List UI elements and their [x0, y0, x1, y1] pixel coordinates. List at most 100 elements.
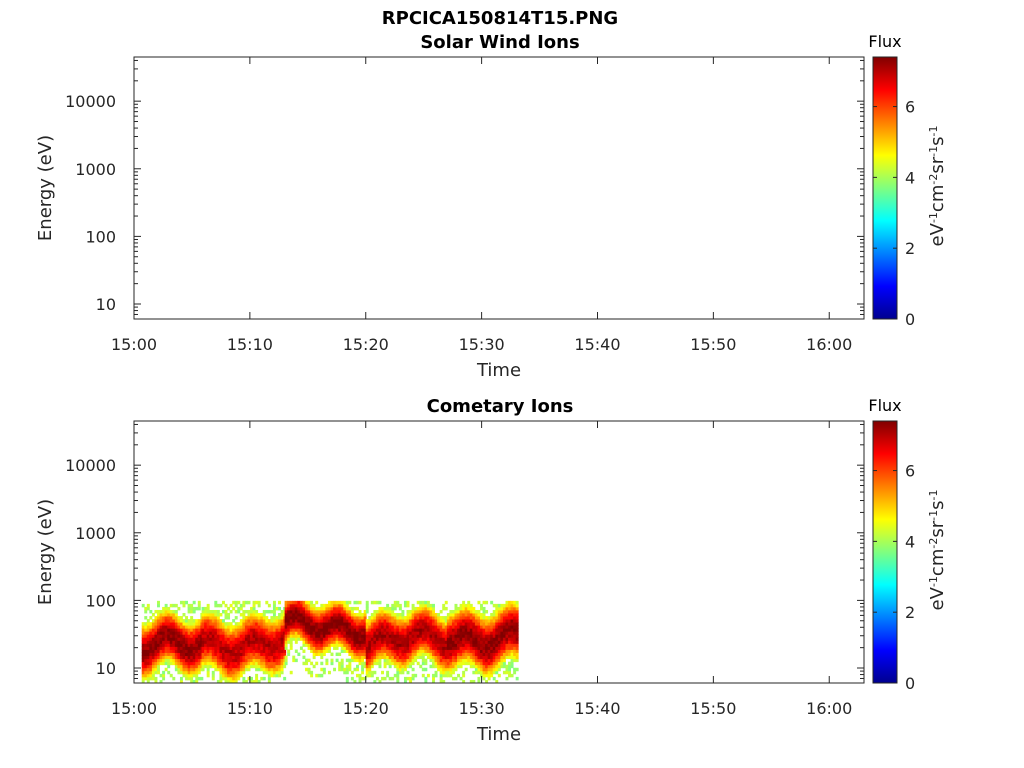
flux-cell	[353, 631, 357, 635]
flux-cell	[480, 619, 483, 623]
flux-cell	[348, 625, 352, 629]
flux-cell	[474, 625, 478, 629]
flux-cell	[437, 655, 441, 660]
flux-cell	[432, 640, 435, 644]
y-tick-label: 1000	[75, 524, 116, 543]
flux-cell	[345, 606, 349, 611]
flux-cell	[242, 646, 246, 650]
flux-cell	[239, 667, 243, 672]
flux-cell	[255, 649, 259, 653]
flux-cell	[350, 616, 354, 620]
flux-cell	[257, 658, 261, 663]
flux-cell	[416, 634, 420, 638]
flux-cell	[209, 631, 213, 635]
flux-cell	[513, 637, 517, 641]
flux-cell	[446, 616, 450, 620]
flux-cell	[305, 640, 308, 644]
flux-cell	[144, 646, 148, 650]
flux-cell	[187, 655, 191, 660]
flux-cell	[325, 622, 329, 626]
flux-cell	[363, 609, 367, 614]
flux-cell	[255, 625, 259, 629]
flux-cell	[229, 673, 233, 678]
flux-cell	[149, 616, 153, 620]
flux-cell	[317, 640, 321, 644]
flux-cell	[403, 600, 407, 605]
flux-cell	[177, 622, 181, 626]
flux-cell	[242, 603, 246, 608]
flux-cell	[211, 628, 215, 632]
flux-cell	[185, 676, 189, 681]
flux-cell	[386, 619, 390, 623]
colorbar-tick-label: 4	[905, 532, 915, 551]
flux-cell	[464, 613, 468, 617]
flux-cell	[381, 670, 384, 675]
flux-cell	[201, 655, 205, 660]
flux-cell	[416, 616, 420, 620]
flux-cell	[312, 640, 316, 644]
flux-cell	[317, 652, 321, 657]
flux-cell	[312, 609, 316, 614]
flux-cell	[439, 634, 443, 638]
flux-cell	[154, 640, 158, 644]
x-tick-label: 15:00	[111, 335, 157, 354]
flux-cell	[442, 652, 446, 657]
flux-cell	[144, 606, 148, 611]
flux-cell	[338, 600, 342, 605]
flux-cell	[500, 646, 504, 650]
flux-cell	[508, 649, 511, 653]
flux-cell	[383, 634, 387, 638]
flux-cell	[169, 661, 173, 666]
flux-cell	[299, 609, 303, 614]
flux-cell	[419, 625, 423, 629]
flux-cell	[275, 628, 279, 632]
flux-cell	[262, 658, 266, 663]
flux-cell	[305, 606, 308, 611]
flux-cell	[505, 634, 509, 638]
flux-cell	[345, 625, 349, 629]
flux-cell	[462, 655, 466, 660]
flux-cell	[363, 628, 367, 632]
flux-cell	[252, 646, 256, 650]
flux-cell	[370, 613, 374, 617]
flux-cell	[449, 613, 453, 617]
flux-cell	[250, 655, 253, 660]
flux-cell	[257, 661, 261, 666]
flux-cell	[219, 670, 223, 675]
flux-cell	[280, 667, 284, 672]
flux-cell	[244, 619, 248, 623]
flux-cell	[141, 634, 145, 638]
flux-cell	[265, 670, 269, 675]
flux-cell	[260, 628, 264, 632]
flux-cell	[315, 661, 319, 666]
flux-cell	[197, 628, 201, 632]
flux-cell	[393, 661, 397, 666]
flux-cell	[201, 661, 205, 666]
flux-cell	[146, 661, 150, 666]
flux-cell	[396, 619, 400, 623]
flux-cell	[234, 676, 238, 681]
flux-cell	[320, 628, 324, 632]
flux-cell	[195, 625, 199, 629]
flux-cell	[172, 646, 176, 650]
flux-cell	[393, 606, 397, 611]
flux-cell	[386, 637, 390, 641]
flux-cell	[495, 667, 499, 672]
flux-cell	[275, 670, 279, 675]
flux-cell	[330, 603, 334, 608]
flux-cell	[257, 631, 261, 635]
flux-cell	[237, 625, 241, 629]
flux-cell	[292, 634, 296, 638]
flux-cell	[462, 646, 466, 650]
flux-cell	[144, 649, 148, 653]
flux-cell	[162, 652, 166, 657]
flux-cell	[177, 631, 181, 635]
flux-cell	[252, 655, 256, 660]
flux-cell	[467, 661, 471, 666]
flux-cell	[485, 679, 489, 683]
flux-cell	[411, 667, 415, 672]
flux-cell	[421, 652, 425, 657]
flux-cell	[370, 673, 374, 678]
flux-cell	[419, 603, 423, 608]
flux-cell	[409, 609, 413, 614]
